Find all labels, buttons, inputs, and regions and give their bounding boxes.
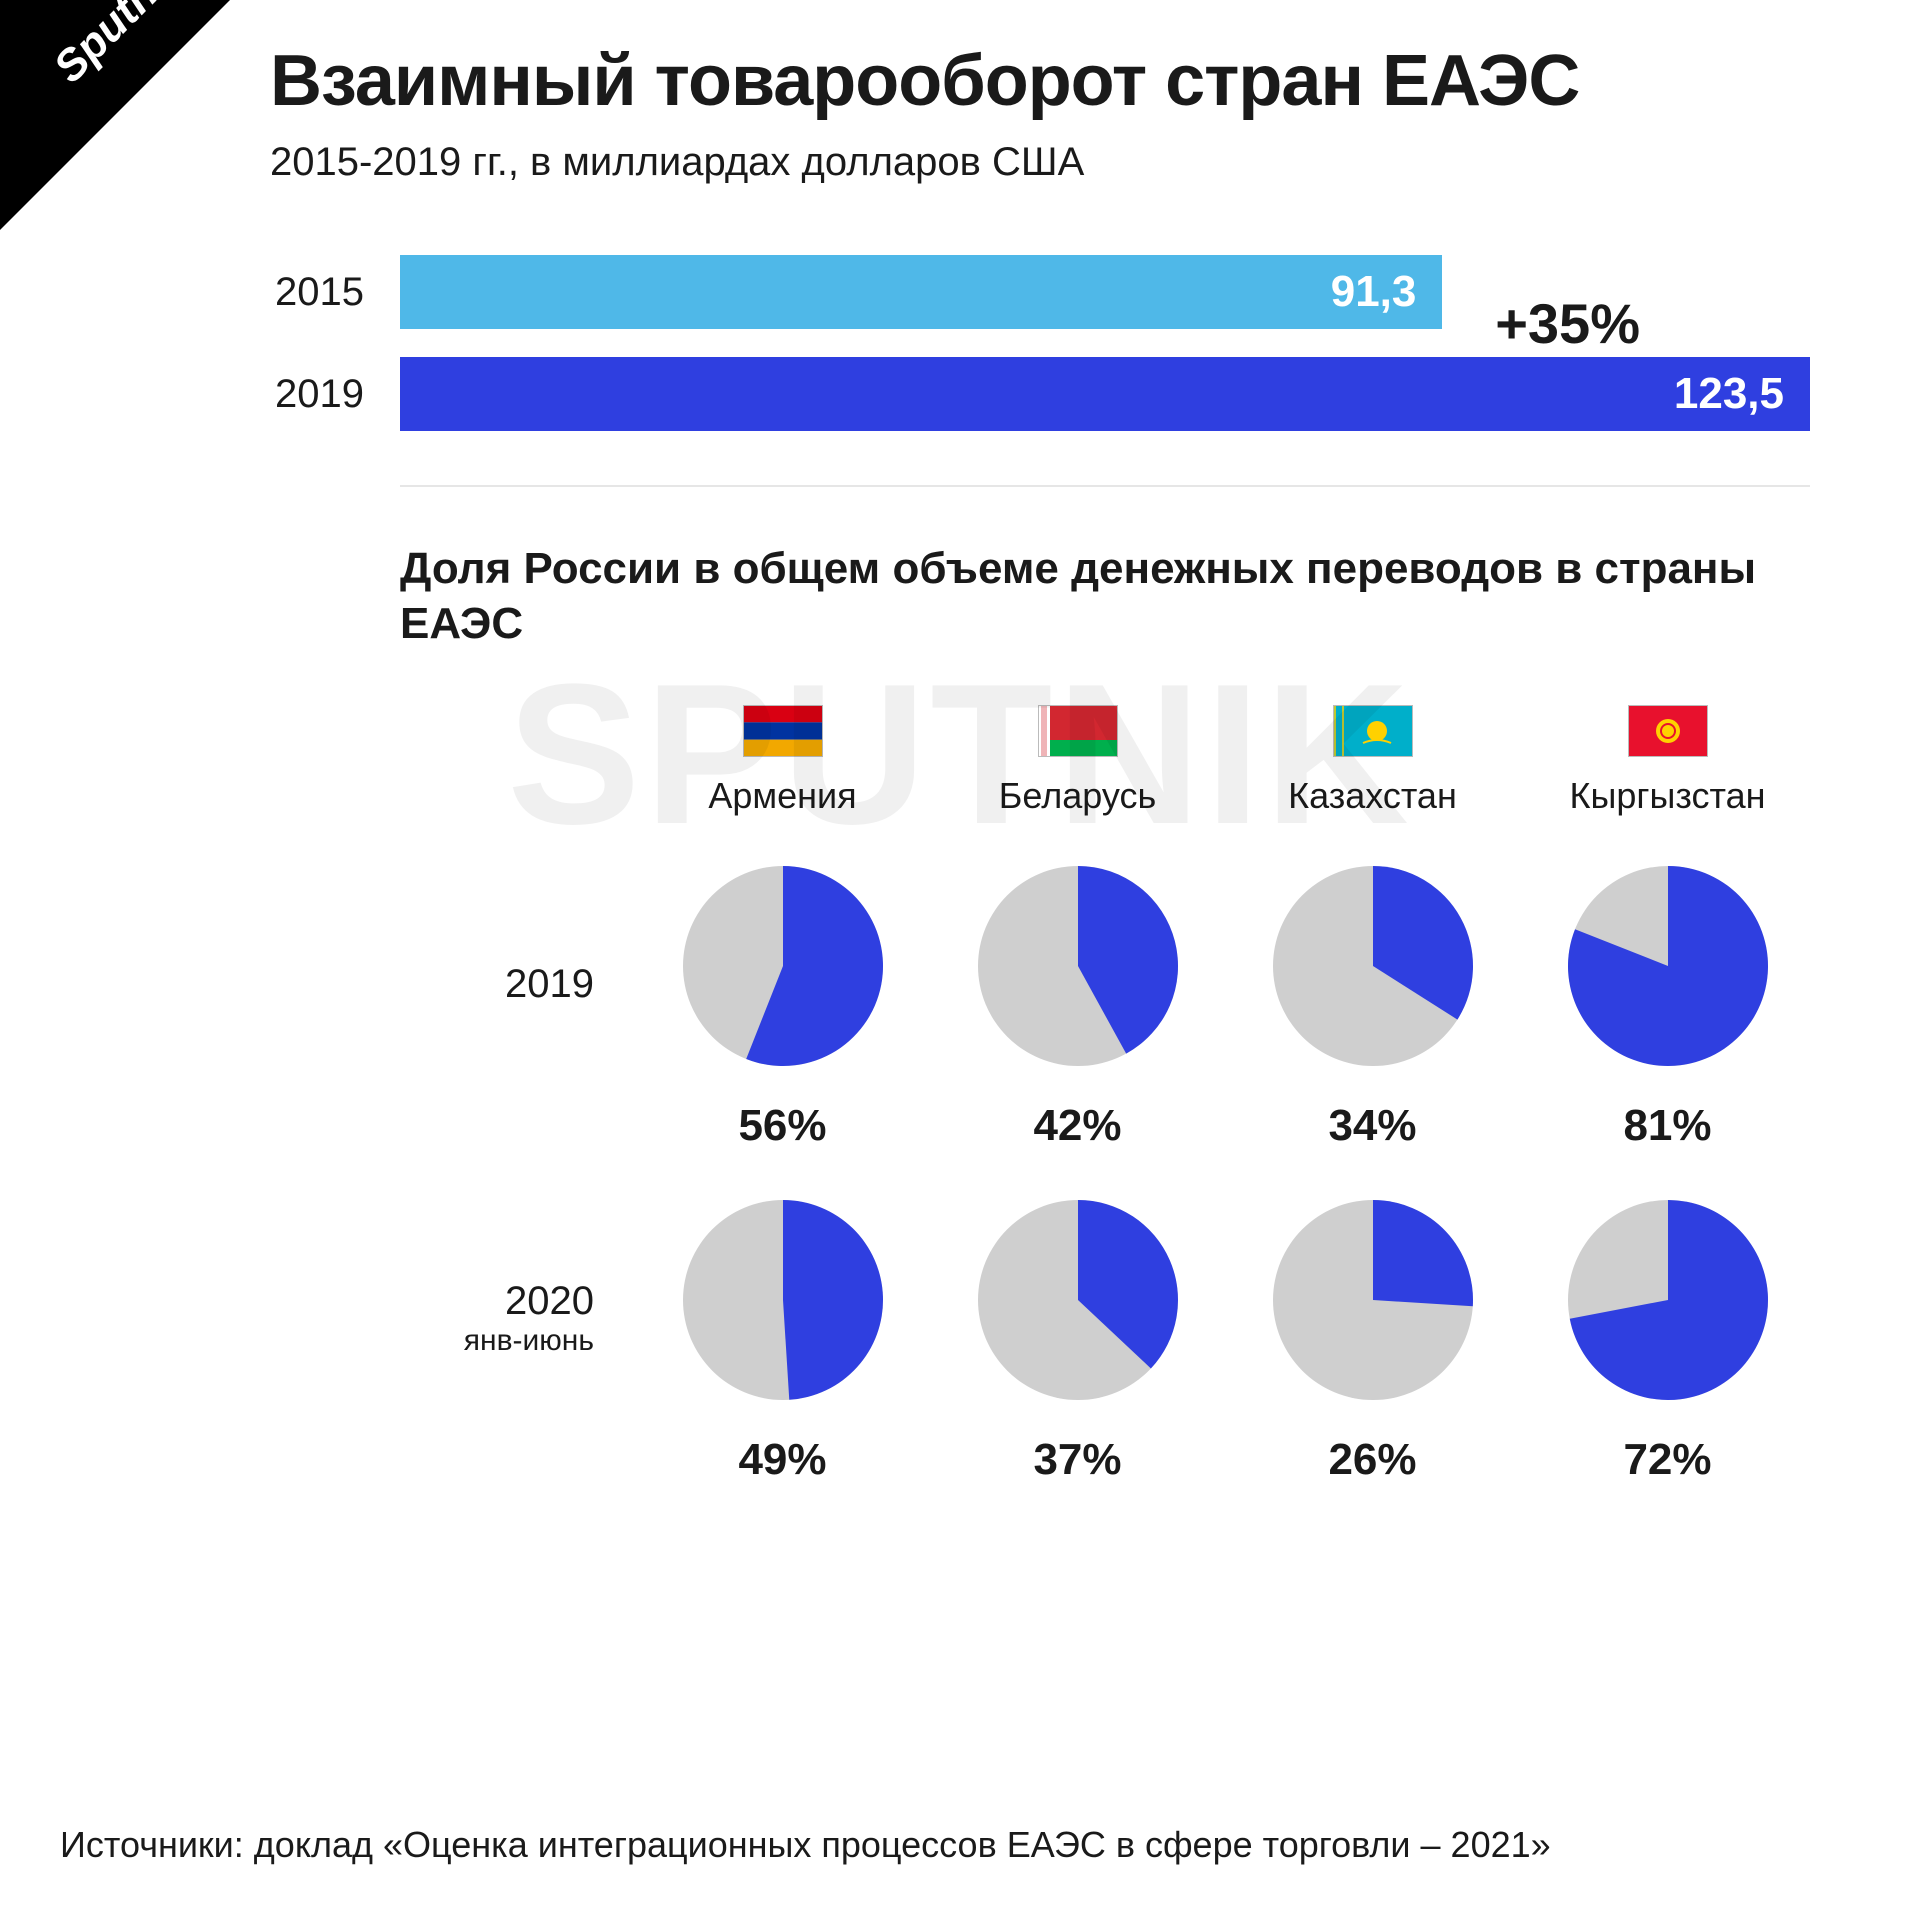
infographic-content: Взаимный товарооборот стран ЕАЭС 2015-20… xyxy=(0,0,1920,1525)
pie-value: 26% xyxy=(1230,1435,1515,1485)
country-name: Беларусь xyxy=(935,775,1220,817)
pie-cell: 42% xyxy=(935,817,1220,1151)
flag-icon xyxy=(1038,705,1118,757)
page-subtitle: 2015-2019 гг., в миллиардах долларов США xyxy=(270,140,1810,185)
bar-year-label: 2015 xyxy=(270,270,400,315)
remittance-share-section: Доля России в общем объеме денежных пере… xyxy=(270,541,1810,1485)
pie-cell: 72% xyxy=(1525,1151,1810,1485)
bar-fill: 91,3 xyxy=(400,255,1442,329)
page-title: Взаимный товарооборот стран ЕАЭС xyxy=(270,40,1810,122)
pie-chart xyxy=(1258,851,1488,1081)
country-header: Кыргызстан xyxy=(1525,705,1810,817)
section-title: Доля России в общем объеме денежных пере… xyxy=(400,541,1810,651)
country-name: Казахстан xyxy=(1230,775,1515,817)
country-header: Беларусь xyxy=(935,705,1220,817)
pie-chart xyxy=(668,1185,898,1415)
country-header: Казахстан xyxy=(1230,705,1515,817)
pie-value: 42% xyxy=(935,1101,1220,1151)
pie-chart xyxy=(1553,1185,1783,1415)
pie-chart xyxy=(963,851,1193,1081)
section-divider xyxy=(400,485,1810,487)
pie-cell: 49% xyxy=(640,1151,925,1485)
flag-icon xyxy=(1333,705,1413,757)
pie-row-label: 2019 xyxy=(400,962,630,1007)
pie-chart xyxy=(1553,851,1783,1081)
bar-row: 2019123,5 xyxy=(270,357,1810,431)
pie-value: 56% xyxy=(640,1101,925,1151)
pie-chart xyxy=(668,851,898,1081)
pie-cell: 81% xyxy=(1525,817,1810,1151)
country-name: Армения xyxy=(640,775,925,817)
bar-year-label: 2019 xyxy=(270,372,400,417)
pie-value: 81% xyxy=(1525,1101,1810,1151)
pie-chart xyxy=(963,1185,1193,1415)
pie-cell: 56% xyxy=(640,817,925,1151)
country-header: Армения xyxy=(640,705,925,817)
bar-fill: 123,5 xyxy=(400,357,1810,431)
pie-cell: 37% xyxy=(935,1151,1220,1485)
flag-icon xyxy=(1628,705,1708,757)
pie-grid: Армения Беларусь Казахстан xyxy=(400,705,1810,1485)
pie-value: 34% xyxy=(1230,1101,1515,1151)
pie-value: 72% xyxy=(1525,1435,1810,1485)
flag-icon xyxy=(743,705,823,757)
pie-row-label: 2020 янв-июнь xyxy=(400,1279,630,1358)
bar-chart: 201591,32019123,5+35% xyxy=(270,255,1810,431)
source-footnote: Источники: доклад «Оценка интеграционных… xyxy=(60,1824,1860,1866)
pie-value: 49% xyxy=(640,1435,925,1485)
pie-value: 37% xyxy=(935,1435,1220,1485)
country-name: Кыргызстан xyxy=(1525,775,1810,817)
pie-chart xyxy=(1258,1185,1488,1415)
growth-label: +35% xyxy=(1495,291,1640,356)
bar-track: 123,5 xyxy=(400,357,1810,431)
sputnik-logo: Sputnik xyxy=(0,0,230,230)
pie-cell: 34% xyxy=(1230,817,1515,1151)
pie-cell: 26% xyxy=(1230,1151,1515,1485)
